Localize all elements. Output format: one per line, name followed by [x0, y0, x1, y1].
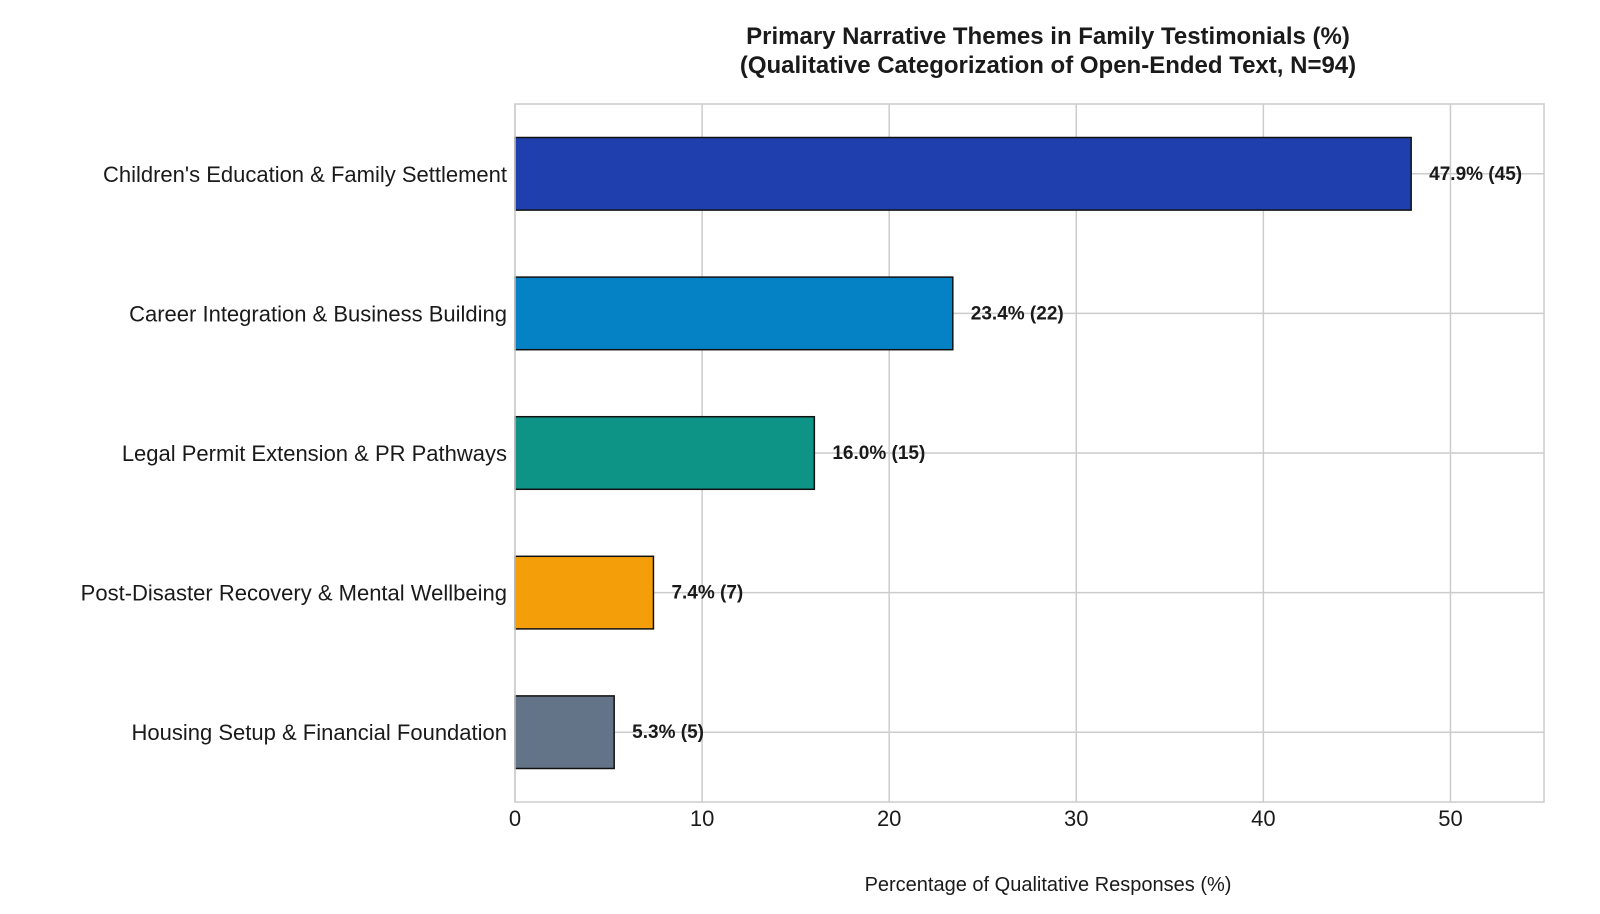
category-label: Children's Education & Family Settlement — [103, 162, 507, 187]
category-label: Housing Setup & Financial Foundation — [132, 720, 507, 745]
x-axis-title: Percentage of Qualitative Responses (%) — [865, 874, 1232, 896]
x-tick-label: 50 — [1438, 806, 1462, 831]
x-tick-label: 40 — [1251, 806, 1275, 831]
category-label: Legal Permit Extension & PR Pathways — [122, 441, 507, 466]
x-tick-label: 10 — [690, 806, 714, 831]
chart-title-line-2: (Qualitative Categorization of Open-Ende… — [740, 52, 1356, 79]
chart-title-line-1: Primary Narrative Themes in Family Testi… — [746, 23, 1350, 50]
value-label: 23.4% (22) — [971, 303, 1064, 324]
x-tick-label: 30 — [1064, 806, 1088, 831]
category-label: Career Integration & Business Building — [129, 301, 507, 326]
bar — [514, 136, 1412, 211]
bar — [514, 415, 816, 491]
plot-frame — [514, 103, 1545, 803]
category-label: Post-Disaster Recovery & Mental Wellbein… — [81, 581, 507, 606]
category-labels: Children's Education & Family Settlement… — [81, 162, 507, 745]
value-labels: 47.9% (45) 23.4% (22) 16.0% (15) 7.4% (7) 5.… — [632, 164, 1522, 743]
value-label: 5.3% (5) — [632, 722, 704, 743]
bar — [514, 555, 655, 630]
x-tick-label: 0 — [509, 806, 521, 831]
bar — [514, 695, 615, 770]
value-label: 16.0% (15) — [832, 443, 925, 464]
value-label: 7.4% (7) — [671, 583, 743, 604]
x-axis-ticks: 0 10 20 30 40 50 — [509, 806, 1463, 831]
bar — [514, 276, 954, 351]
x-tick-label: 20 — [877, 806, 901, 831]
value-label: 47.9% (45) — [1429, 164, 1522, 185]
